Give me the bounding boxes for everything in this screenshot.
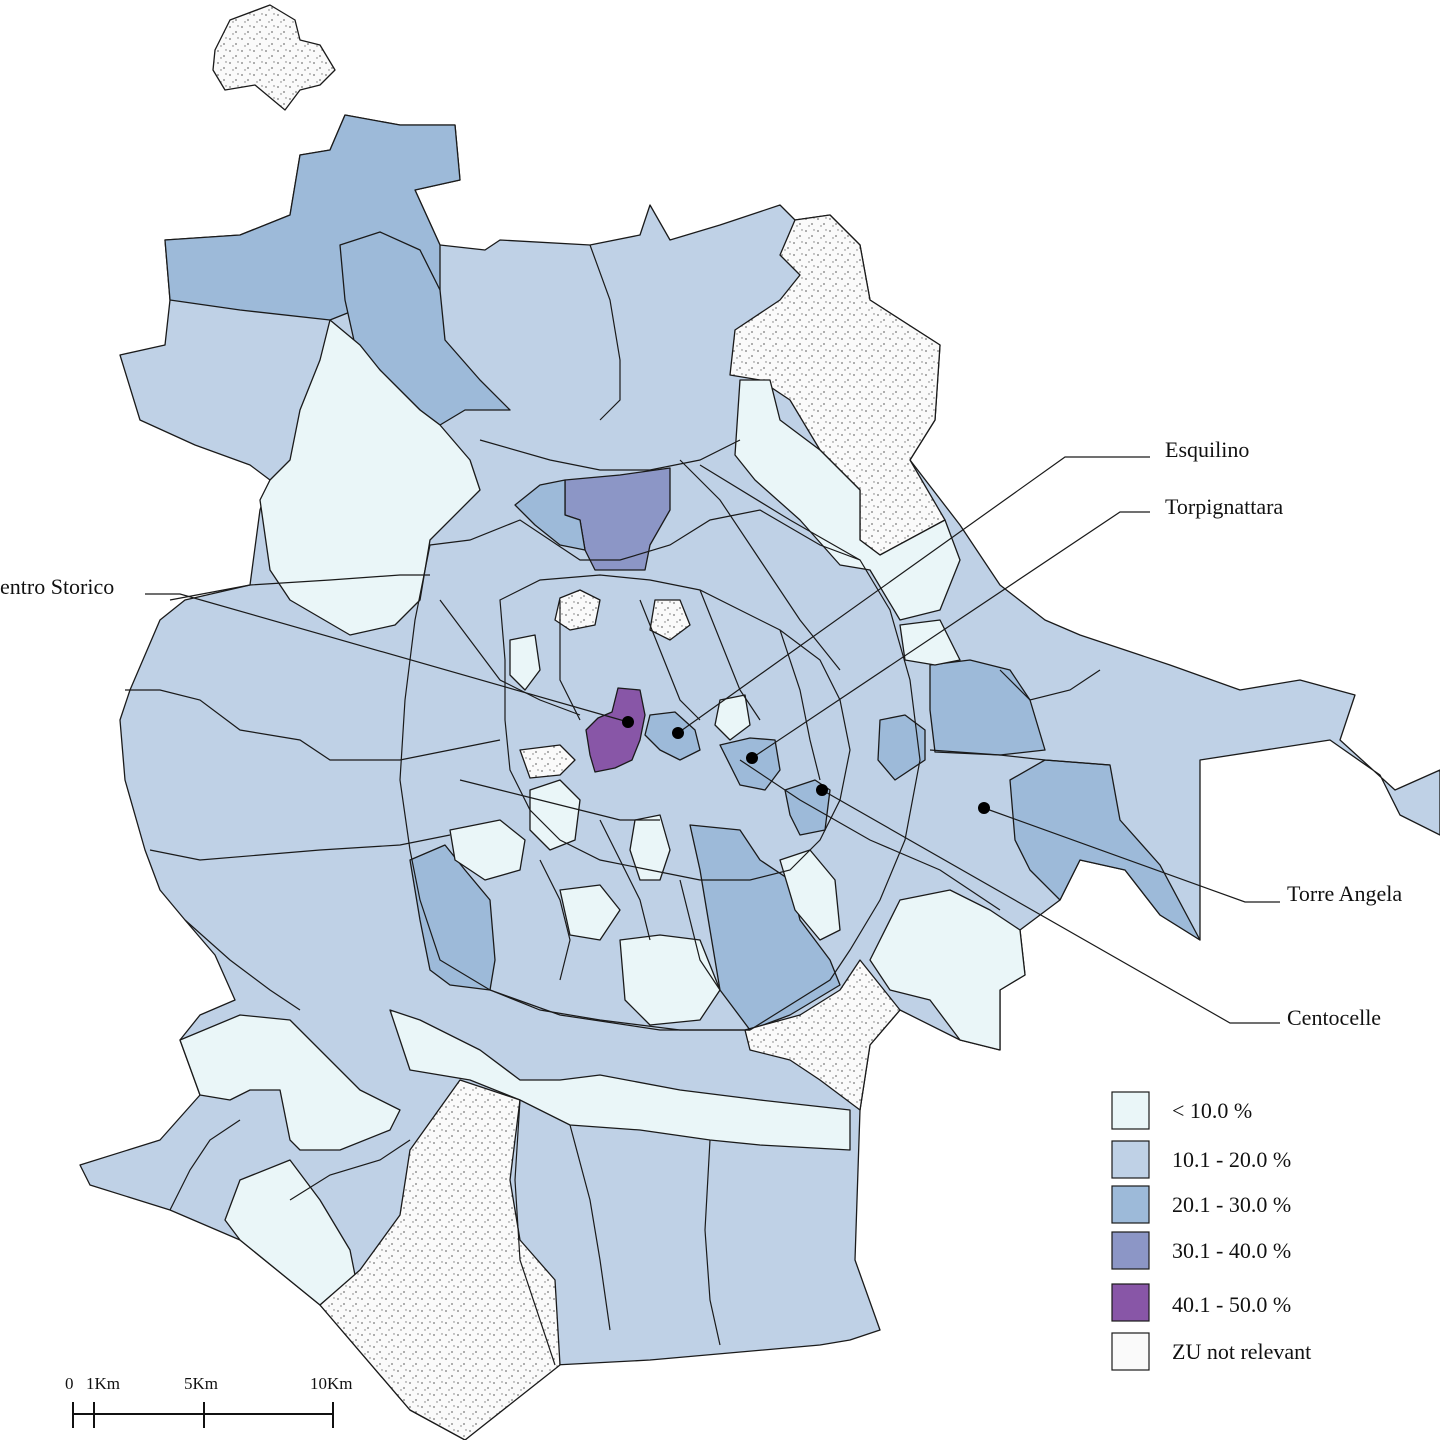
zone-central-light-b [529,779,581,851]
zone-central-not-relevant-c [519,744,576,779]
zone-south-east-not-relevant [744,959,901,1111]
esquilino-dot [672,727,684,739]
zone-north-west-light [259,319,481,636]
zone-east-light-c [899,619,961,666]
legend-swatch-10-20 [1111,1140,1150,1179]
zone-north-blue-small [514,479,586,551]
zone-central-light-e [509,634,541,691]
scale-label-10km: 10Km [310,1374,353,1393]
zone-east-blue-c [877,714,926,781]
legend-swatch-40-50 [1111,1283,1150,1322]
zone-centro-storico[interactable] [585,687,646,773]
legend-swatch-not-relevant [1111,1332,1150,1371]
legend-label-40-50: 40.1 - 50.0 % [1172,1292,1291,1317]
centro-storico-dot [622,716,634,728]
zone-north-island-not-relevant [212,4,336,111]
zone-central-light-a [449,819,526,881]
zone-east-light-b [869,889,1026,1051]
legend-label-not-relevant: ZU not relevant [1172,1339,1311,1364]
label-centro-storico: entro Storico [0,574,114,599]
legend-swatch-lt10 [1111,1091,1150,1130]
zone-south-not-relevant [319,1079,561,1440]
label-torre-angela: Torre Angela [1287,881,1402,906]
zone-south-west-light-a [179,1014,401,1151]
label-centocelle: Centocelle [1287,1005,1381,1030]
legend-label-20-30: 20.1 - 30.0 % [1172,1192,1291,1217]
torre-angela-dot [978,802,990,814]
legend-label-lt10: < 10.0 % [1172,1098,1252,1123]
zone-central-light-f [714,694,751,741]
scale-label-1km: 1Km [86,1374,120,1393]
district-boundaries [125,244,1111,1366]
legend: < 10.0 % 10.1 - 20.0 % 20.1 - 30.0 % 30.… [1111,1091,1311,1371]
legend-label-10-20: 10.1 - 20.0 % [1172,1147,1291,1172]
zone-central-light-d [619,934,721,1026]
torpignattara-dot [746,752,758,764]
centocelle-dot [816,784,828,796]
legend-label-30-40: 30.1 - 40.0 % [1172,1238,1291,1263]
zone-central-light-c [629,814,671,881]
zone-east-blue-a [929,659,1046,756]
leader-lines [145,456,1280,1024]
zone-east-light [734,379,961,621]
label-esquilino: Esquilino [1165,437,1249,462]
zone-central-not-relevant-a [554,589,601,631]
scale-bar: 0 1Km 5Km 10Km [65,1374,353,1428]
scale-label-5km: 5Km [184,1374,218,1393]
legend-swatch-30-40 [1111,1231,1150,1270]
zone-central-light-h [559,884,621,941]
legend-swatch-20-30 [1111,1185,1150,1224]
zone-south-east-blue [689,824,841,1031]
label-torpignattara: Torpignattara [1165,494,1283,519]
zone-esquilino[interactable] [644,711,701,761]
scale-label-0: 0 [65,1374,74,1393]
zone-central-not-relevant-b [649,599,691,641]
